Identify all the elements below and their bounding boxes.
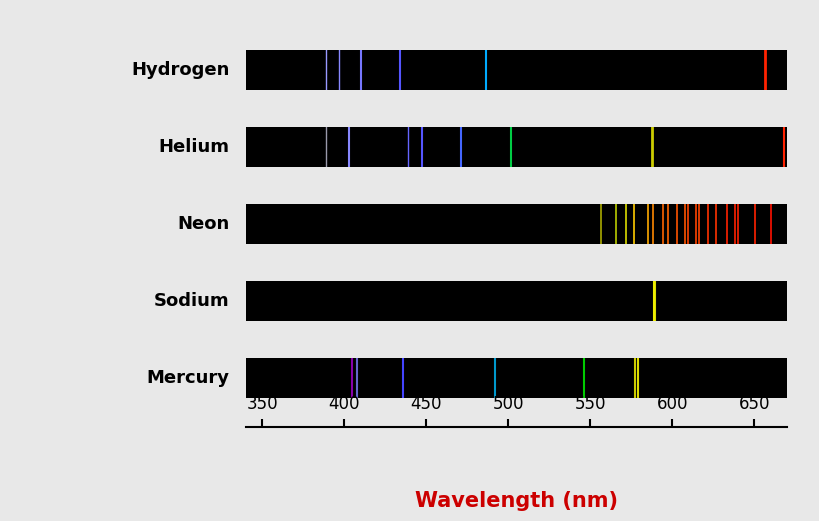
Text: Neon: Neon [177,215,229,233]
Text: Mercury: Mercury [147,369,229,387]
Text: Wavelength (nm): Wavelength (nm) [414,491,618,511]
Text: Hydrogen: Hydrogen [131,61,229,79]
Text: Sodium: Sodium [154,292,229,310]
Text: Helium: Helium [158,138,229,156]
